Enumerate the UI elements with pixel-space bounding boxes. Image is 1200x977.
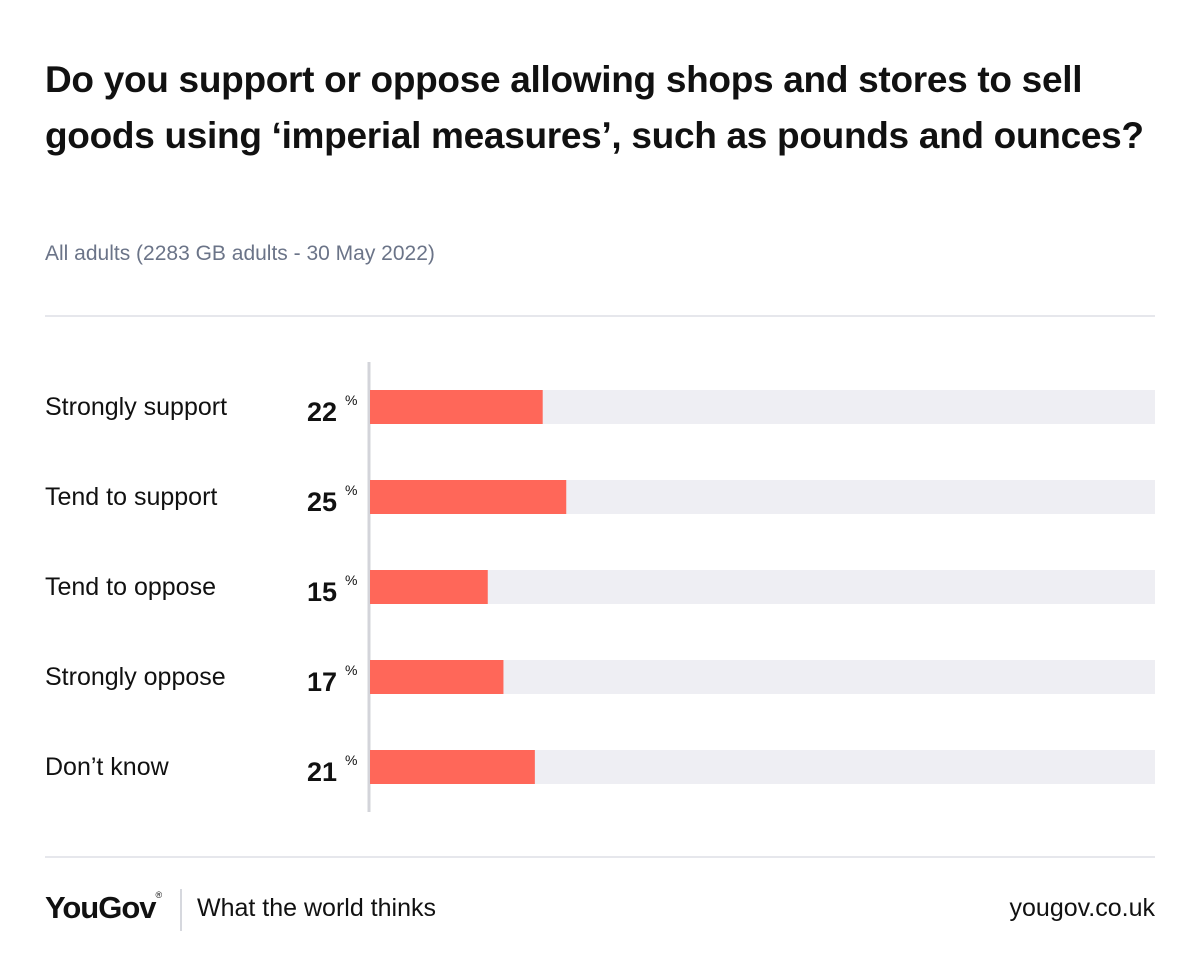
percent-sign: %	[345, 662, 357, 678]
bar-track	[370, 570, 1155, 604]
chart-subtitle: All adults (2283 GB adults - 30 May 2022…	[45, 242, 435, 265]
brand-name: YouGov	[45, 890, 157, 925]
value-label: 17	[307, 667, 337, 697]
percent-sign: %	[345, 392, 357, 408]
category-label: Tend to support	[45, 483, 217, 511]
value-label: 15	[307, 577, 337, 607]
footer-divider	[180, 889, 182, 931]
category-label: Strongly oppose	[45, 663, 226, 691]
bar	[370, 750, 535, 784]
yougov-logo: YouGov®	[45, 890, 162, 926]
value-label: 21	[307, 757, 337, 787]
bottom-divider	[45, 856, 1155, 858]
value-label: 22	[307, 397, 337, 427]
bar	[370, 570, 488, 604]
percent-sign: %	[345, 572, 357, 588]
footer-url: yougov.co.uk	[1009, 894, 1155, 922]
category-label: Tend to oppose	[45, 573, 216, 601]
bar	[370, 480, 567, 514]
bar	[370, 660, 504, 694]
percent-sign: %	[345, 482, 357, 498]
percent-sign: %	[345, 752, 357, 768]
chart-title: Do you support or oppose allowing shops …	[45, 59, 1144, 156]
footer-tagline: What the world thinks	[197, 894, 436, 922]
bar	[370, 390, 543, 424]
top-divider	[45, 315, 1155, 317]
category-label: Strongly support	[45, 393, 227, 421]
category-label: Don’t know	[45, 753, 170, 781]
value-label: 25	[307, 487, 337, 517]
brand-registered-mark: ®	[155, 890, 163, 900]
